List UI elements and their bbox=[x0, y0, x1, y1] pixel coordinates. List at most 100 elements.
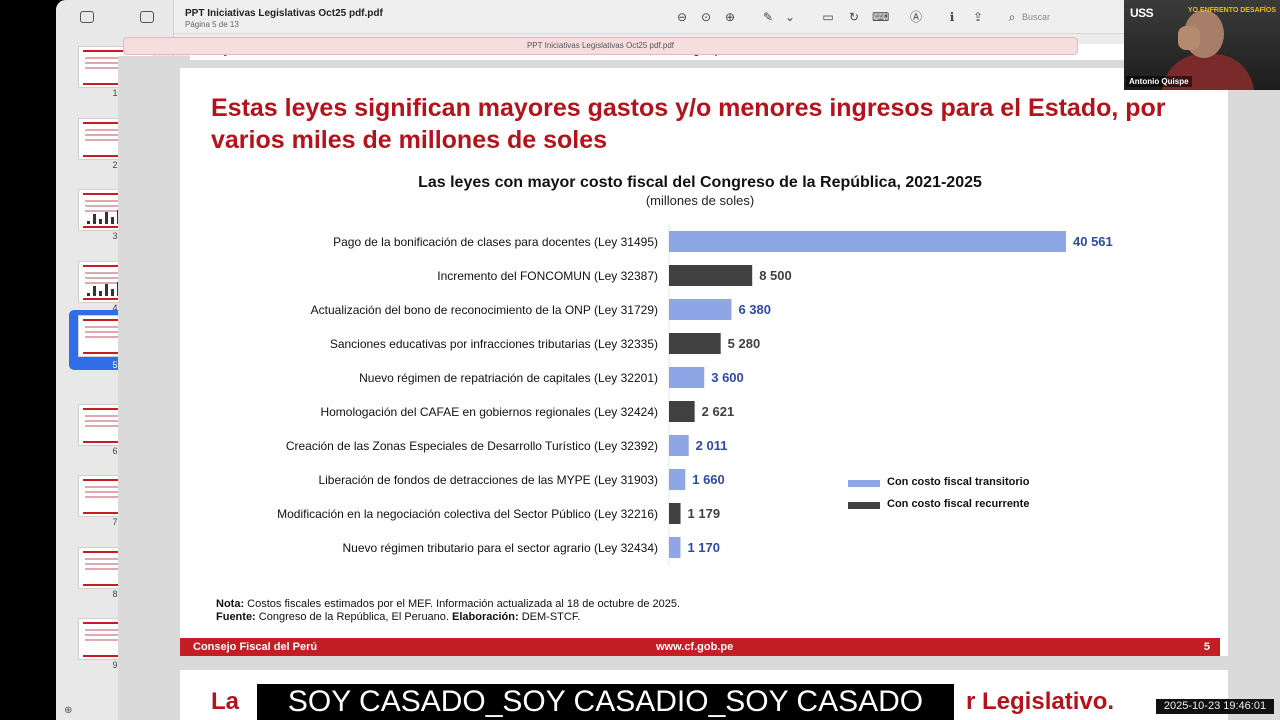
chart-category-label: Creación de las Zonas Especiales de Desa… bbox=[286, 439, 658, 453]
desktop-edge bbox=[0, 0, 56, 720]
info-icon[interactable]: ℹ bbox=[949, 10, 955, 24]
thumbnail-text-line bbox=[85, 276, 135, 279]
zoom-in-icon[interactable]: ⊕ bbox=[724, 10, 736, 24]
thumbnail-bar bbox=[105, 283, 108, 296]
chart-category-label: Nuevo régimen tributario para el sector … bbox=[343, 541, 659, 555]
webcam-overlay: USS YO ENFRENTO DESAFÍOS Antonio Quispe bbox=[1124, 0, 1280, 90]
thumbnail-header-bar bbox=[83, 479, 149, 481]
thumbnail-text-line bbox=[85, 210, 125, 212]
presenter-name: Antonio Quispe bbox=[1126, 76, 1192, 87]
chart-value-label: 2 621 bbox=[702, 404, 735, 419]
thumbnail-page-number: 8 bbox=[112, 588, 118, 599]
chart-bar bbox=[669, 299, 732, 320]
slogan-logo: YO ENFRENTO DESAFÍOS bbox=[1187, 7, 1276, 14]
slide-page bbox=[180, 68, 1228, 656]
presenter-hand bbox=[1178, 26, 1200, 50]
thumbnail-footer-bar bbox=[83, 83, 149, 85]
chart-bar bbox=[669, 503, 681, 524]
chart-value-label: 40 561 bbox=[1073, 234, 1113, 249]
annotate-icon[interactable]: ⌨ bbox=[872, 10, 890, 24]
chart-bar bbox=[669, 435, 689, 456]
elab-label: Elaboración: bbox=[452, 611, 519, 623]
next-slide-title-end: r Legislativo. bbox=[966, 688, 1115, 715]
thumbnail-text-line bbox=[85, 57, 145, 59]
uss-logo: USS bbox=[1130, 6, 1154, 20]
chart-value-label: 1 179 bbox=[688, 506, 721, 521]
thumbnail-footer-bar bbox=[83, 226, 149, 228]
thumbnail-bar bbox=[93, 285, 96, 296]
thumbnail-text-line bbox=[85, 281, 125, 284]
thumbnail-page-number: 4 bbox=[112, 302, 118, 313]
view-mode-icon[interactable] bbox=[140, 11, 154, 23]
thumbnail-text-line bbox=[85, 491, 135, 493]
thumbnail-text-line bbox=[85, 133, 135, 136]
chart-value-label: 1 170 bbox=[687, 540, 720, 555]
thumbnail-text-line bbox=[85, 629, 145, 631]
thumbnail-text-line bbox=[85, 62, 135, 64]
crop-icon[interactable]: ▭ bbox=[822, 10, 834, 24]
chart-bar bbox=[669, 537, 681, 558]
sidebar-toggle-icon[interactable] bbox=[80, 11, 94, 23]
chart-value-label: 5 280 bbox=[728, 336, 761, 351]
thumbnail-text-line bbox=[85, 414, 145, 417]
thumbnail-text-line bbox=[85, 562, 135, 565]
elab-text: DEM-STCF. bbox=[518, 611, 581, 623]
chart-value-label: 6 380 bbox=[738, 302, 771, 317]
thumbnail-footer-bar bbox=[83, 583, 149, 586]
document-title: PPT Iniciativas Legislativas Oct25 pdf.p… bbox=[185, 8, 383, 19]
thumbnail-bar bbox=[87, 221, 90, 224]
add-page-icon[interactable]: ⊕ bbox=[64, 705, 73, 716]
highlight-icon[interactable]: Ⓐ bbox=[909, 10, 922, 24]
page-indicator: Página 5 de 13 bbox=[185, 20, 239, 29]
chart-bar bbox=[669, 367, 705, 388]
thumbnail-text-line bbox=[85, 271, 145, 274]
thumbnail-header-bar bbox=[83, 319, 149, 321]
search-input[interactable]: ⌕ Buscar bbox=[1004, 9, 1134, 26]
thumbnail-text-line bbox=[85, 138, 125, 141]
thumbnail-text-line bbox=[85, 424, 125, 427]
thumbnail-text-line bbox=[85, 567, 125, 570]
chart-title: Las leyes con mayor costo fiscal del Con… bbox=[418, 174, 982, 191]
thumbnail-text-line bbox=[85, 639, 125, 641]
thumbnail-page-number: 5 bbox=[112, 360, 118, 370]
source-text: Congreso de la República, El Peruano. bbox=[255, 611, 453, 623]
thumbnail-text-line bbox=[85, 486, 145, 488]
next-slide-title-start: La bbox=[211, 688, 240, 715]
chart-value-label: 8 500 bbox=[759, 268, 792, 283]
chart-bar bbox=[669, 401, 695, 422]
markup-pen-icon[interactable]: ✎ bbox=[762, 10, 774, 24]
thumbnail-text-line bbox=[85, 205, 135, 207]
zoom-fit-icon[interactable]: ⊙ bbox=[700, 10, 712, 24]
note-label: Nota: bbox=[216, 598, 245, 610]
thumbnail-bar bbox=[87, 292, 90, 296]
thumbnail-page-number: 7 bbox=[112, 517, 118, 527]
thumbnail-header-bar bbox=[83, 50, 149, 52]
thumbnail-text-line bbox=[85, 419, 135, 422]
slide-footer: Consejo Fiscal del Perú www.cf.gob.pe 5 bbox=[180, 638, 1220, 656]
thumbnail-text-line bbox=[85, 496, 125, 498]
document-tab[interactable]: PPT Iniciativas Legislativas Oct25 pdf.p… bbox=[123, 37, 1078, 55]
legend-label: Con costo fiscal transitorio bbox=[887, 476, 1030, 488]
source-label: Fuente: bbox=[216, 611, 256, 623]
thumbnail-bar bbox=[111, 217, 114, 224]
timestamp-overlay: 2025-10-23 19:46:01 bbox=[1156, 699, 1274, 714]
legend-swatch bbox=[848, 502, 880, 509]
thumbnail-footer-bar bbox=[83, 512, 149, 514]
thumbnail-footer-bar bbox=[83, 440, 149, 443]
chart-bar bbox=[669, 231, 1066, 252]
legend-item: Con costo fiscal transitorio bbox=[848, 476, 1068, 498]
thumbnail-header-bar bbox=[83, 264, 149, 267]
zoom-out-icon[interactable]: ⊖ bbox=[676, 10, 688, 24]
chart-category-label: Actualización del bono de reconocimiento… bbox=[311, 303, 658, 317]
caption-overlay: SOY CASADO_SOY CASADIO_SOY CASADO bbox=[257, 684, 954, 720]
chart-value-label: 1 660 bbox=[692, 472, 725, 487]
toolbar: PPT Iniciativas Legislativas Oct25 pdf.p… bbox=[174, 0, 1280, 34]
legend-label: Con costo fiscal recurrente bbox=[887, 498, 1030, 510]
rotate-icon[interactable]: ↻ bbox=[848, 10, 860, 24]
chevron-down-icon[interactable]: ⌄ bbox=[784, 10, 796, 24]
chart-category-label: Modificación en la negociación colectiva… bbox=[277, 507, 658, 521]
thumbnail-page-number: 9 bbox=[112, 660, 118, 670]
chart-category-label: Sanciones educativas por infracciones tr… bbox=[330, 337, 658, 351]
share-icon[interactable]: ⇪ bbox=[972, 10, 984, 24]
